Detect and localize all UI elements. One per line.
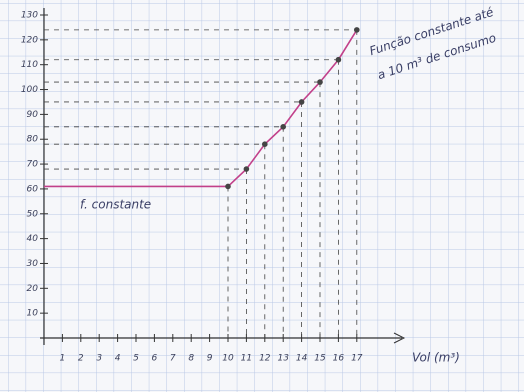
point (225, 184, 231, 190)
x-tick-label: 2 (78, 354, 84, 364)
x-tick-label: 9 (207, 354, 213, 364)
y-tick-label: 110 (21, 60, 38, 70)
x-tick-label: 12 (259, 354, 271, 364)
x-tick-label: 6 (152, 354, 158, 364)
x-tick-label: 7 (170, 354, 176, 364)
y-tick-label: 30 (27, 259, 39, 269)
point (354, 27, 360, 33)
point (244, 166, 250, 172)
annotation: f. constante (80, 198, 151, 212)
x-tick-label: 15 (314, 354, 326, 364)
x-tick-label: 3 (96, 354, 102, 364)
x-tick-label: 8 (188, 354, 194, 364)
x-tick-label: 10 (222, 354, 234, 364)
y-tick-label: 90 (27, 110, 39, 120)
point (336, 57, 342, 63)
x-tick-label: 16 (333, 354, 345, 364)
y-tick-label: 120 (21, 35, 38, 45)
chart: Vol (m³) f. constante Função constante a… (0, 0, 524, 392)
x-tick-label: 17 (351, 354, 363, 364)
x-axis-label: Vol (m³) (412, 351, 460, 365)
x-tick-label: 14 (296, 354, 308, 364)
point (317, 79, 323, 85)
point (280, 124, 286, 130)
x-tick-label: 13 (277, 354, 289, 364)
y-tick-label: 10 (27, 309, 39, 319)
y-tick-label: 60 (27, 184, 39, 194)
y-tick-label: 40 (27, 234, 39, 244)
y-tick-label: 50 (27, 209, 39, 219)
x-tick-label: 1 (60, 354, 66, 364)
y-tick-label: 80 (27, 135, 39, 145)
y-tick-label: 70 (27, 160, 39, 170)
x-tick-label: 4 (115, 354, 121, 364)
y-tick-label: 100 (21, 85, 38, 95)
x-tick-label: 11 (241, 354, 252, 364)
x-tick-label: 5 (133, 354, 139, 364)
point (299, 99, 305, 105)
point (262, 141, 268, 147)
y-tick-label: 20 (27, 284, 39, 294)
y-tick-label: 130 (21, 11, 38, 21)
